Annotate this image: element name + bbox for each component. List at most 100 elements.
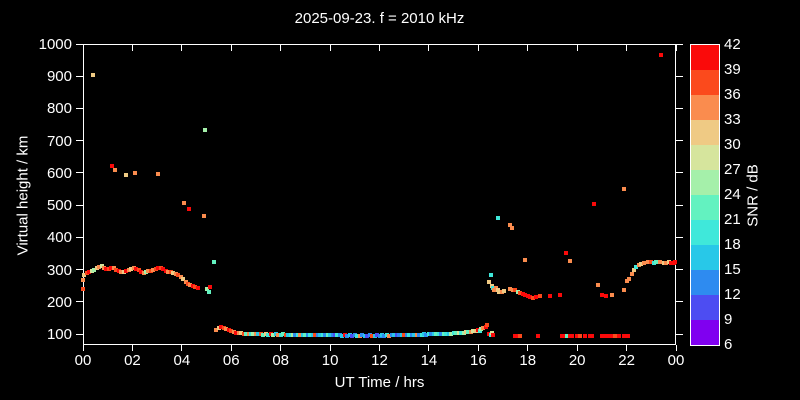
data-point: [268, 332, 273, 337]
data-point: [426, 332, 431, 337]
data-point: [421, 332, 426, 337]
data-point: [431, 332, 436, 337]
colorbar-segment: [691, 270, 719, 295]
y-tick: [76, 140, 83, 142]
data-point: [492, 288, 497, 293]
colorbar-segment: [691, 145, 719, 170]
colorbar-segment: [691, 45, 719, 70]
y-tick: [76, 43, 83, 45]
x-tick: [181, 345, 183, 351]
data-point: [641, 261, 646, 266]
data-point: [134, 266, 139, 271]
y-tick: [76, 172, 83, 174]
x-tick-label: 08: [272, 352, 289, 369]
data-point: [347, 333, 352, 338]
data-point: [673, 260, 678, 265]
x-tick-label: 04: [173, 352, 191, 369]
data-point: [156, 265, 161, 270]
colorbar-segment: [691, 220, 719, 245]
data-point: [342, 333, 347, 338]
data-point: [106, 266, 111, 271]
data-point: [649, 260, 654, 265]
data-point: [97, 265, 102, 269]
data-point: [488, 273, 493, 278]
data-point: [148, 268, 153, 273]
data-point: [564, 251, 569, 256]
data-point: [271, 332, 276, 337]
y-tick-label: 100: [46, 326, 72, 344]
data-point: [110, 164, 115, 169]
data-point: [645, 260, 650, 265]
data-point: [219, 324, 224, 329]
x-tick-label: 12: [371, 352, 388, 369]
data-point: [323, 333, 328, 337]
data-point: [201, 214, 206, 219]
data-point: [286, 332, 291, 337]
data-point: [523, 257, 528, 262]
y-tick-right: [676, 301, 683, 303]
colorbar-tick-label: 33: [724, 111, 741, 128]
data-point: [603, 294, 608, 298]
data-point: [631, 268, 636, 273]
data-point: [345, 333, 350, 338]
data-point: [567, 258, 572, 263]
data-point: [126, 267, 131, 272]
plot-area: [83, 44, 676, 345]
data-point: [392, 333, 397, 338]
data-point: [318, 333, 323, 337]
data-point: [434, 332, 439, 337]
data-point: [487, 279, 492, 284]
data-point: [377, 333, 382, 338]
data-point: [87, 270, 92, 275]
data-point: [221, 325, 226, 330]
y-tick-right: [676, 43, 683, 45]
data-point: [315, 333, 320, 338]
data-point: [153, 266, 158, 271]
data-point: [111, 266, 116, 271]
x-tick-top: [626, 45, 628, 51]
data-point: [328, 333, 333, 338]
data-point: [454, 331, 459, 336]
data-point: [609, 293, 614, 298]
x-axis-label: UT Time / hrs: [334, 374, 425, 391]
data-point: [176, 272, 181, 277]
y-tick-right: [676, 172, 683, 174]
data-point: [664, 261, 669, 266]
data-point: [622, 187, 627, 192]
data-point: [131, 266, 136, 271]
x-tick-top: [280, 45, 282, 51]
data-point: [499, 290, 504, 295]
colorbar-tick-label: 6: [724, 336, 733, 353]
data-point: [617, 333, 622, 338]
data-point: [538, 294, 543, 299]
y-tick-right: [676, 204, 683, 206]
data-point: [535, 333, 540, 338]
data-point: [139, 270, 144, 275]
x-tick: [576, 345, 578, 351]
data-point: [231, 330, 236, 335]
colorbar: [690, 44, 720, 346]
data-point: [478, 327, 483, 332]
data-point: [575, 334, 580, 339]
data-point: [186, 281, 190, 286]
data-point: [596, 283, 601, 288]
data-point: [190, 284, 195, 289]
data-point: [370, 333, 375, 338]
y-tick: [76, 269, 83, 271]
x-tick-label: 18: [519, 352, 537, 369]
data-point: [251, 332, 256, 337]
x-tick: [477, 345, 479, 351]
data-point: [236, 331, 241, 336]
chart-title: 2025-09-23. f = 2010 kHz: [294, 10, 465, 27]
colorbar-segment: [691, 170, 719, 195]
data-point: [214, 328, 219, 333]
data-point: [441, 331, 446, 336]
data-point: [241, 331, 246, 336]
colorbar-tick-label: 27: [724, 161, 741, 178]
data-point: [622, 287, 627, 292]
data-point: [560, 333, 565, 338]
colorbar-segment: [691, 195, 719, 220]
data-point: [249, 332, 254, 337]
data-point: [477, 329, 482, 334]
data-point: [429, 332, 434, 337]
